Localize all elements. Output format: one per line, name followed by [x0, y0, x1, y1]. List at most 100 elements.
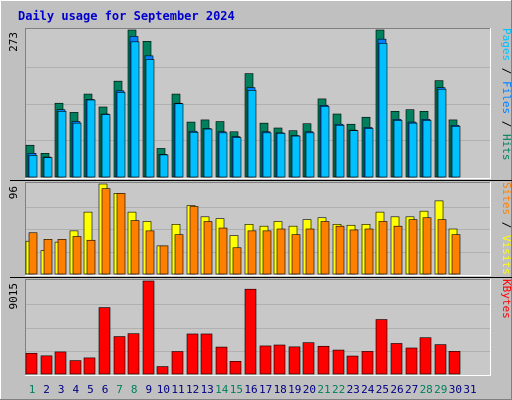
- bar-pages-day-30: [451, 126, 461, 178]
- day-labels: 1 2 3 4 5 6 7 8 9 10 11 12 13 14 15 16 17 18 19 20 21 22 23 24 2…: [29, 383, 477, 396]
- day-label-7: 7: [116, 383, 123, 396]
- bar-sites-day-18: [276, 228, 286, 275]
- bar-sites-day-30: [451, 234, 461, 275]
- visits-side-label-part: Sites: [500, 182, 512, 215]
- bar-sites-day-21: [320, 221, 330, 275]
- bar-pages-day-3: [57, 111, 67, 178]
- day-label-13: 13: [201, 383, 214, 396]
- bar-pages-day-1: [28, 155, 38, 178]
- bar-sites-day-17: [262, 230, 272, 275]
- day-label-28: 28: [420, 383, 433, 396]
- day-label-26: 26: [390, 383, 403, 396]
- hits-side-label-part: Files: [500, 81, 512, 114]
- bar-sites-day-29: [437, 219, 447, 275]
- bar-kbytes-day-23: [346, 355, 359, 375]
- bar-sites-day-25: [378, 221, 388, 275]
- bar-sites-day-8: [130, 220, 140, 275]
- bar-pages-day-12: [189, 132, 199, 178]
- panel-visits: 96 Sites / Visits: [7, 182, 512, 276]
- bar-sites-day-6: [101, 188, 111, 275]
- bar-sites-day-11: [174, 234, 184, 275]
- bar-pages-day-7: [116, 92, 126, 178]
- day-label-10: 10: [157, 383, 170, 396]
- bar-kbytes-day-11: [171, 351, 184, 375]
- day-label-19: 19: [288, 383, 301, 396]
- bar-pages-day-20: [305, 132, 315, 178]
- bar-kbytes-day-18: [273, 344, 286, 375]
- panel-kbytes: 9015 KBytes: [7, 279, 512, 376]
- kbytes-side-label-part: KBytes: [500, 279, 512, 319]
- bar-kbytes-day-12: [186, 333, 199, 375]
- panel-hits: 273 Pages / Files / Hits: [7, 28, 512, 179]
- bar-pages-day-10: [159, 154, 169, 178]
- bar-sites-day-16: [247, 230, 257, 275]
- bar-kbytes-day-17: [259, 345, 272, 375]
- visits-side-label-part: Visits: [500, 235, 512, 275]
- bar-pages-day-23: [349, 130, 359, 178]
- bar-sites-day-20: [305, 228, 315, 275]
- hits-side-label-part: Hits: [500, 134, 512, 161]
- hits-side-label: Pages / Files / Hits: [500, 28, 512, 161]
- day-label-20: 20: [303, 383, 316, 396]
- bar-pages-day-5: [86, 99, 96, 178]
- bar-kbytes-day-20: [302, 342, 315, 375]
- bar-pages-day-8: [130, 41, 140, 178]
- bar-kbytes-day-10: [156, 366, 169, 375]
- bar-sites-day-5: [86, 239, 96, 275]
- day-label-29: 29: [434, 383, 447, 396]
- bar-kbytes-day-4: [69, 360, 82, 375]
- bar-pages-day-27: [408, 122, 418, 178]
- bar-kbytes-day-8: [127, 333, 140, 375]
- bar-sites-day-2: [43, 239, 53, 275]
- day-label-8: 8: [131, 383, 138, 396]
- bar-sites-day-1: [28, 232, 38, 275]
- day-label-23: 23: [347, 383, 360, 396]
- bar-pages-day-15: [232, 137, 242, 178]
- hits-series-pages: [28, 41, 461, 178]
- bar-sites-day-9: [145, 230, 155, 275]
- day-label-27: 27: [405, 383, 418, 396]
- day-label-15: 15: [230, 383, 243, 396]
- day-label-30: 30: [449, 383, 462, 396]
- bar-kbytes-day-26: [390, 343, 403, 375]
- kbytes-ymax-label: 9015: [7, 283, 20, 310]
- bar-kbytes-day-19: [288, 346, 301, 375]
- bar-pages-day-18: [276, 133, 286, 178]
- bar-kbytes-day-7: [113, 336, 126, 375]
- bar-kbytes-day-13: [200, 333, 213, 375]
- bar-sites-day-22: [335, 225, 345, 275]
- bar-pages-day-13: [203, 128, 213, 178]
- hits-ymax-label: 273: [7, 32, 20, 52]
- bar-kbytes-day-15: [229, 361, 242, 375]
- day-label-4: 4: [72, 383, 79, 396]
- bar-pages-day-28: [422, 120, 432, 178]
- bar-kbytes-day-21: [317, 345, 330, 375]
- day-label-9: 9: [145, 383, 152, 396]
- bar-sites-day-23: [349, 229, 359, 275]
- bar-kbytes-day-9: [142, 280, 155, 375]
- hits-side-label-part: /: [500, 61, 512, 81]
- day-label-31: 31: [463, 383, 476, 396]
- bar-pages-day-22: [335, 125, 345, 178]
- visits-series-sites: [28, 188, 461, 275]
- bar-pages-day-2: [43, 157, 53, 178]
- bar-kbytes-day-14: [215, 346, 228, 375]
- bar-kbytes-day-28: [419, 337, 432, 375]
- visits-side-label: Sites / Visits: [500, 182, 512, 275]
- day-label-17: 17: [259, 383, 272, 396]
- bar-kbytes-day-24: [361, 351, 374, 375]
- bar-pages-day-6: [101, 114, 111, 178]
- day-label-21: 21: [317, 383, 330, 396]
- hits-side-label-part: Pages: [500, 28, 512, 61]
- bar-kbytes-day-5: [83, 357, 96, 375]
- visits-side-label-part: /: [500, 215, 512, 235]
- bar-pages-day-17: [262, 132, 272, 178]
- bar-sites-day-10: [159, 245, 169, 275]
- bar-kbytes-day-6: [98, 307, 111, 375]
- hits-side-label-part: /: [500, 114, 512, 134]
- day-label-14: 14: [215, 383, 229, 396]
- bar-sites-day-28: [422, 217, 432, 275]
- bar-pages-day-11: [174, 103, 184, 178]
